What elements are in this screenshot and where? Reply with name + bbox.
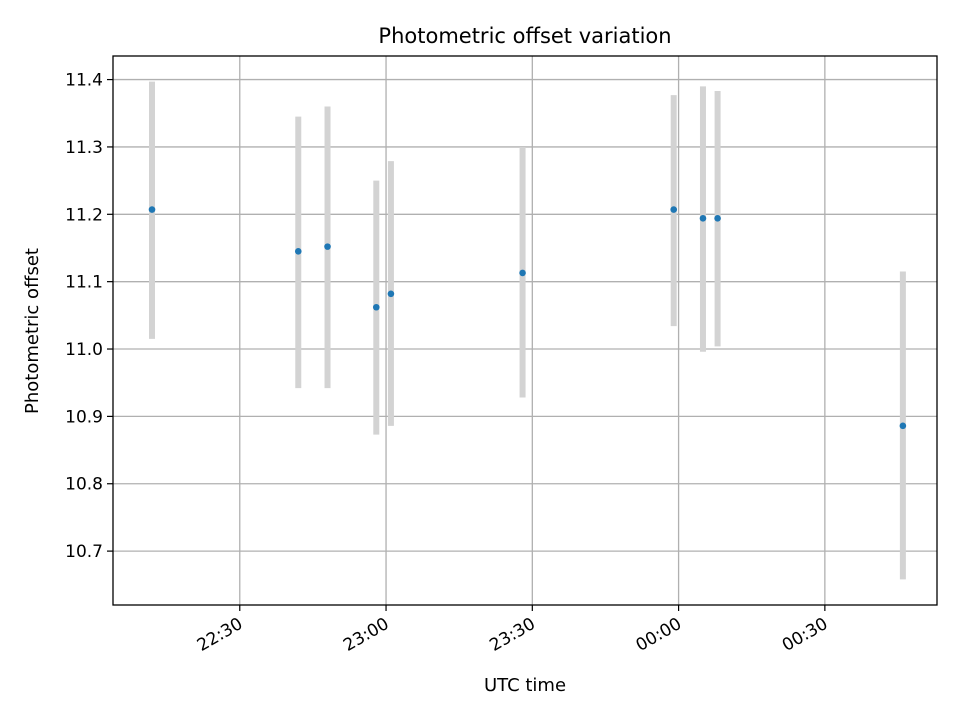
- x-axis-label: UTC time: [484, 675, 566, 696]
- x-tick-label: 00:00: [633, 614, 685, 656]
- y-tick-label: 11.2: [65, 205, 103, 225]
- error-bars: [149, 81, 906, 580]
- x-tick-label: 00:30: [779, 614, 831, 656]
- data-point: [372, 303, 380, 311]
- data-points: [148, 206, 907, 430]
- data-point: [387, 290, 395, 298]
- chart-title: Photometric offset variation: [378, 24, 671, 48]
- y-axis-ticks: 10.7 10.8 10.9 11.0 11.1 11.2 11.3 11.4: [65, 71, 113, 562]
- data-point: [324, 243, 331, 250]
- y-tick-label: 10.7: [65, 542, 103, 562]
- y-axis-label: Photometric offset: [22, 248, 43, 414]
- y-tick-label: 11.3: [65, 138, 103, 158]
- y-tick-label: 10.9: [65, 407, 103, 427]
- plot-frame: [112, 55, 938, 606]
- data-point: [148, 206, 156, 213]
- x-tick-label: 22:30: [194, 614, 246, 656]
- data-point: [699, 215, 707, 222]
- y-tick-label: 10.8: [65, 475, 103, 495]
- x-axis-ticks: 22:30 23:00 23:30 00:00 00:30: [194, 605, 831, 656]
- y-tick-label: 11.1: [65, 273, 103, 293]
- data-point: [294, 248, 302, 255]
- y-tick-label: 11.4: [65, 71, 103, 91]
- data-point: [519, 269, 526, 277]
- x-tick-label: 23:30: [486, 614, 538, 656]
- x-tick-label: 23:00: [340, 614, 392, 656]
- data-point: [899, 422, 907, 430]
- data-point: [670, 206, 678, 213]
- y-tick-label: 11.0: [65, 340, 103, 360]
- data-point: [714, 215, 721, 222]
